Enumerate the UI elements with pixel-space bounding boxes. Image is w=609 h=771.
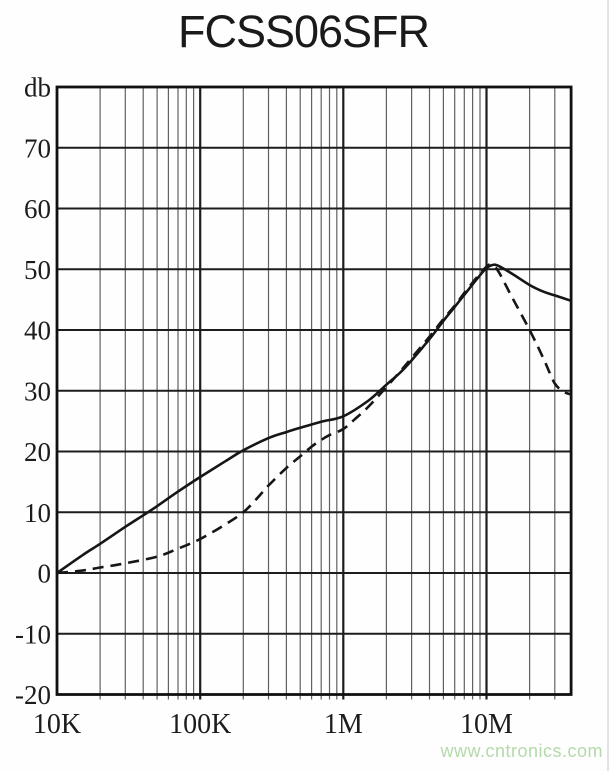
watermark-text: www.cntronics.com [440, 741, 603, 761]
y-axis-tick-label: -20 [15, 680, 51, 710]
y-axis-tick-label: 0 [38, 558, 52, 588]
y-axis-tick-label: 60 [24, 194, 51, 224]
x-axis-tick-label: 10K [33, 709, 81, 740]
curve-insertion-loss-solid [56, 263, 572, 575]
y-axis-tick-label: 50 [24, 255, 51, 285]
y-axis-tick-label: 70 [24, 133, 51, 163]
chart-title: FCSS06SFR [177, 6, 430, 57]
curve-insertion-loss-dashed [56, 262, 572, 575]
y-axis-tick-label: 30 [24, 376, 51, 406]
y-axis-tick-label: 40 [24, 315, 51, 345]
y-axis-tick-label: 20 [24, 437, 51, 467]
y-axis-tick-label: -10 [15, 619, 51, 649]
plot-border [55, 85, 573, 696]
x-axis-tick-label: 10M [460, 709, 513, 740]
x-axis-tick-label: 100K [169, 709, 231, 740]
y-axis-unit-label: db [24, 72, 51, 102]
y-axis-tick-label: 10 [24, 498, 51, 528]
x-axis-tick-label: 1M [324, 709, 363, 740]
